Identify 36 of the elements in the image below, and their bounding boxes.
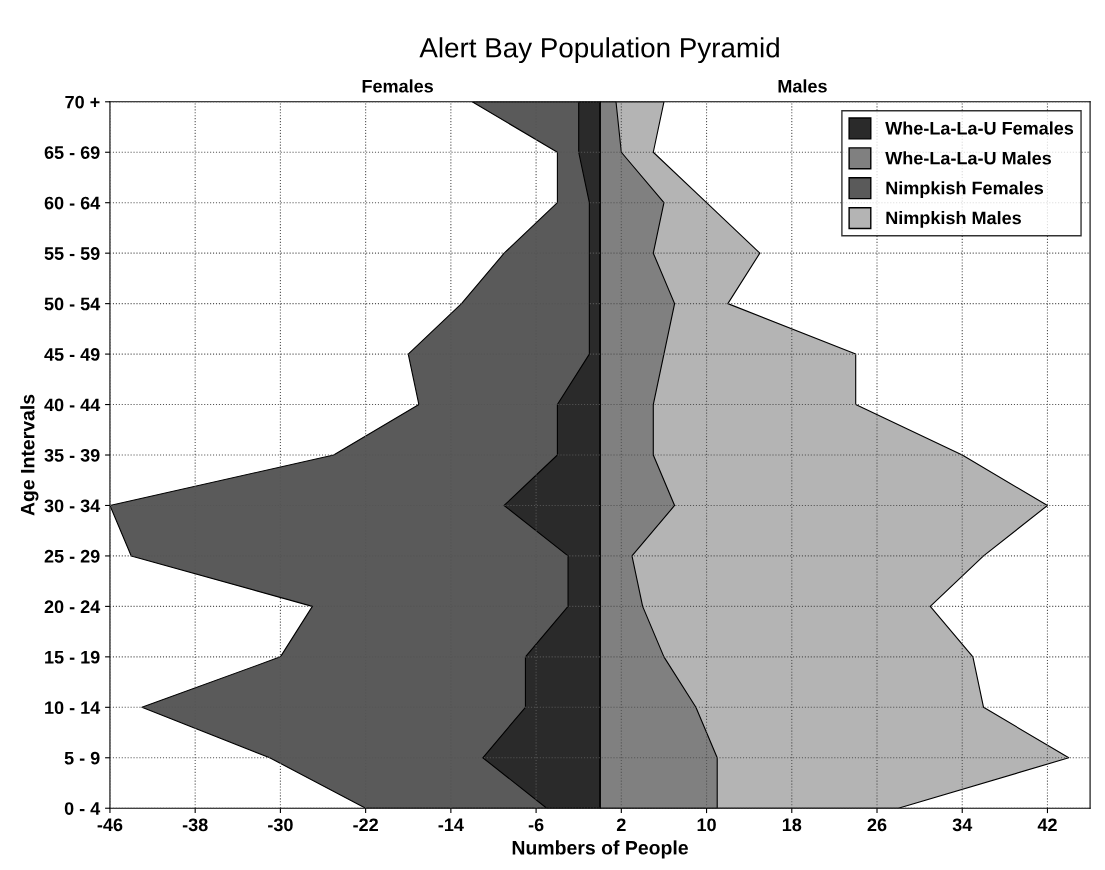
legend-label: Nimpkish Males — [886, 211, 1021, 228]
y-tick-label: 20 - 24 — [44, 600, 101, 614]
x-tick-label: -22 — [353, 818, 378, 832]
y-tick-label: 30 - 34 — [44, 499, 101, 513]
legend-label: Whe-La-La-U Males — [885, 151, 1052, 165]
y-tick-label: 5 - 9 — [64, 751, 100, 765]
y-tick-label: 50 - 54 — [44, 297, 101, 311]
legend-label: Whe-La-La-U Females — [885, 121, 1074, 135]
y-tick-label: 55 - 59 — [44, 247, 100, 260]
x-tick-label: 26 — [867, 818, 887, 832]
x-tick-label: 34 — [952, 818, 973, 832]
x-tick-label: -38 — [182, 818, 208, 832]
y-tick-label: 40 - 44 — [44, 398, 101, 412]
x-tick-label: 10 — [697, 818, 716, 832]
y-tick-label: 0 - 4 — [64, 802, 101, 815]
chart-title: Alert Bay Population Pyramid — [419, 37, 779, 64]
x-tick-label: -46 — [97, 818, 123, 832]
y-tick-label: 15 - 19 — [45, 650, 100, 664]
y-tick-label: 10 - 14 — [45, 701, 101, 715]
y-tick-label: 35 - 39 — [44, 448, 100, 462]
y-axis-title: Age Intervals — [20, 394, 39, 516]
text: Females — [362, 79, 433, 93]
y-tick-label: 45 - 49 — [44, 348, 100, 361]
x-tick-label: 18 — [782, 818, 802, 832]
y-tick-label: 65 - 69 — [44, 146, 100, 159]
x-axis-title: Numbers of People — [512, 840, 688, 859]
x-tick-label: -6 — [528, 818, 544, 832]
x-tick-label: -30 — [268, 818, 293, 832]
x-tick-label: 42 — [1037, 818, 1057, 832]
y-tick-label: 25 - 29 — [44, 549, 100, 563]
text: Males — [778, 79, 827, 93]
y-tick-label: 70 + — [65, 95, 100, 109]
x-tick-label: -14 — [438, 818, 464, 832]
x-tick-label: 2 — [616, 818, 626, 832]
legend-label: Nimpkish Females — [886, 181, 1044, 198]
y-tick-label: 60 - 64 — [44, 196, 101, 210]
